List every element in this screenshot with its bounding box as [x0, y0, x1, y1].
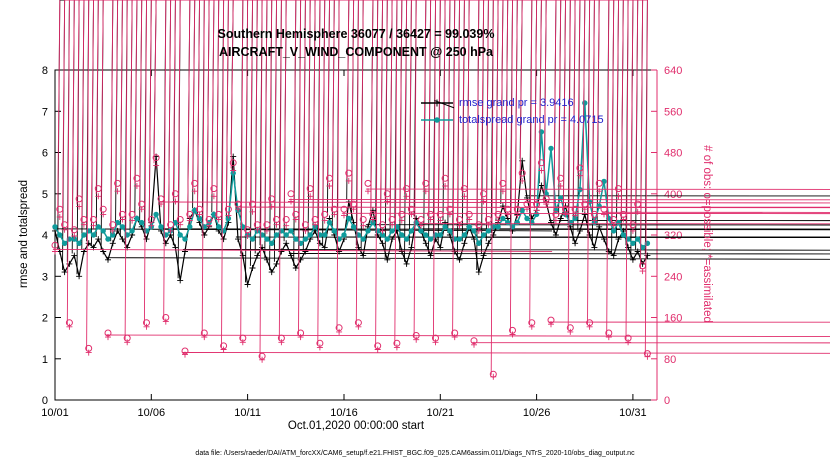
svg-text:480: 480 [664, 148, 682, 160]
svg-text:0: 0 [664, 395, 670, 407]
svg-text:320: 320 [664, 230, 682, 242]
svg-text:10/11: 10/11 [234, 407, 261, 419]
svg-text:7: 7 [42, 106, 48, 118]
svg-text:0: 0 [42, 395, 48, 407]
right-axis-label: # of obs: o=possible; *=assimilated [701, 145, 713, 323]
svg-text:10/01: 10/01 [41, 407, 69, 419]
rmse-line-swatch [421, 99, 454, 108]
legend-item-totalspread: totalspread grand pr = 4.0715 [420, 112, 604, 127]
svg-text:160: 160 [664, 313, 682, 325]
chart-subtitle: AIRCRAFT_V_WIND_COMPONENT @ 250 hPa [218, 45, 494, 59]
data-file-caption: data file: /Users/raeder/DAI/ATM_forcXX/… [195, 450, 635, 457]
totalspread-line-swatch [421, 116, 453, 123]
svg-text:2: 2 [42, 313, 48, 325]
svg-text:8: 8 [42, 65, 48, 77]
svg-text:80: 80 [664, 354, 676, 366]
svg-text:10/16: 10/16 [330, 407, 358, 419]
legend-label-totalspread: totalspread grand pr = 4.0715 [459, 113, 604, 126]
svg-text:10/26: 10/26 [523, 407, 551, 419]
left-axis-label: rmse and totalspread [18, 179, 30, 289]
svg-text:6: 6 [42, 148, 48, 160]
legend-item-rmse: rmse grand pr = 3.9416 [420, 95, 604, 110]
svg-text:10/06: 10/06 [138, 407, 166, 419]
svg-text:640: 640 [664, 65, 682, 77]
svg-text:560: 560 [664, 106, 682, 118]
x-axis-label: Oct.01,2020 00:00:00 start [287, 420, 425, 432]
svg-text:10/31: 10/31 [619, 407, 647, 419]
svg-text:4: 4 [42, 230, 48, 242]
svg-text:1: 1 [42, 354, 48, 366]
legend: rmse grand pr = 3.9416 totalspread grand… [420, 95, 604, 127]
legend-label-rmse: rmse grand pr = 3.9416 [459, 96, 574, 109]
svg-text:10/21: 10/21 [427, 407, 455, 419]
chart-title: Southern Hemisphere 36077 / 36427 = 99.0… [217, 27, 495, 41]
svg-text:5: 5 [42, 189, 48, 201]
svg-text:400: 400 [664, 189, 682, 201]
svg-text:3: 3 [42, 271, 48, 283]
svg-text:240: 240 [664, 271, 682, 283]
